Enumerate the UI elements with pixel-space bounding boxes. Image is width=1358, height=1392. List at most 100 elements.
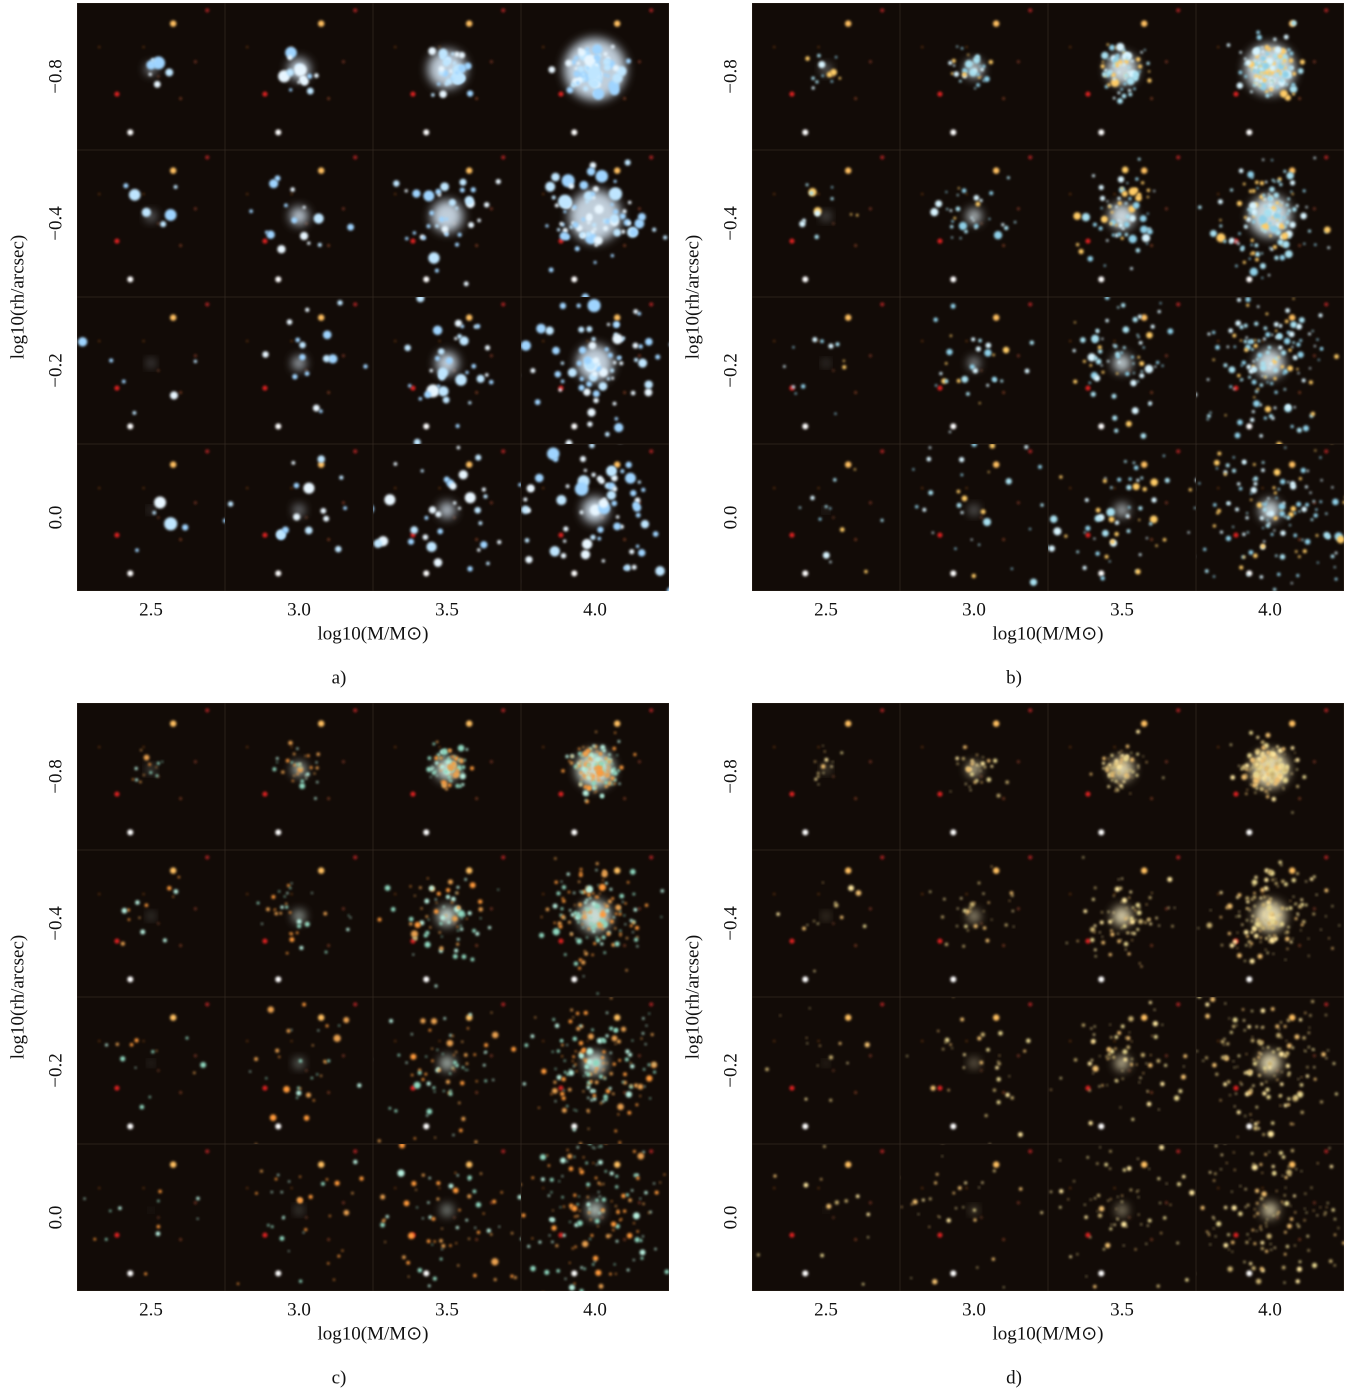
cluster-star <box>182 524 188 530</box>
cluster-star <box>1259 84 1262 87</box>
cluster-star <box>1223 1038 1225 1040</box>
cluster-star <box>1115 1035 1119 1039</box>
cluster-star <box>973 368 978 373</box>
cluster-star <box>457 930 459 932</box>
cluster-star <box>929 446 932 449</box>
cluster-star <box>644 388 652 396</box>
cluster-star <box>553 457 558 462</box>
bg-star <box>290 487 292 489</box>
bg-star <box>114 939 119 944</box>
cluster-star <box>577 1146 579 1148</box>
cluster-star <box>1334 1264 1336 1266</box>
bg-star <box>937 1233 942 1238</box>
cluster-star <box>1301 539 1303 541</box>
cluster-star <box>1277 914 1279 916</box>
cluster-star <box>1099 226 1103 230</box>
cluster-star <box>1289 524 1291 526</box>
cluster-star <box>313 1099 315 1101</box>
cluster-star <box>467 90 473 96</box>
bg-star <box>114 92 119 97</box>
cluster-star <box>615 1205 617 1207</box>
cell-image <box>77 997 225 1144</box>
bg-star <box>832 222 835 225</box>
cluster-star <box>588 342 596 350</box>
cluster-star <box>1295 758 1299 762</box>
cluster-star <box>1126 215 1130 219</box>
cluster-star <box>1272 209 1274 211</box>
cluster-star <box>672 1065 675 1068</box>
bg-star <box>817 46 819 48</box>
cluster-star <box>1284 753 1285 754</box>
cluster-star <box>578 881 580 883</box>
cluster-star <box>1284 69 1286 71</box>
cluster-star <box>1251 487 1257 493</box>
cluster-star <box>617 1113 619 1115</box>
cluster-star <box>408 384 411 387</box>
bg-star <box>1150 944 1153 947</box>
cluster-star <box>1244 57 1247 60</box>
cluster-star <box>1126 57 1129 60</box>
bg-star <box>327 538 330 541</box>
cluster-star <box>524 1043 528 1047</box>
cell-image <box>752 297 900 444</box>
cluster-star <box>636 945 638 947</box>
cluster-star <box>541 916 543 918</box>
cell-image <box>1022 1129 1205 1291</box>
cluster-star <box>1320 1207 1321 1208</box>
cluster-star <box>638 481 641 484</box>
cluster-star <box>1287 926 1290 929</box>
cluster-star <box>1299 1018 1302 1021</box>
cluster-star <box>1313 1210 1315 1212</box>
cluster-star <box>955 1207 957 1209</box>
cluster-star <box>621 1027 626 1032</box>
cluster-star <box>1319 456 1321 458</box>
cluster-star <box>1279 922 1284 927</box>
bg-star <box>1217 340 1219 342</box>
cluster-star <box>819 1045 821 1047</box>
cluster-star <box>573 1194 576 1197</box>
cluster-star <box>1088 1061 1092 1065</box>
cluster-star <box>1283 788 1285 790</box>
cluster-star <box>1107 1200 1109 1202</box>
cluster-star <box>432 1217 436 1221</box>
cluster-star <box>1252 380 1257 385</box>
cluster-star <box>1011 1096 1014 1099</box>
cluster-star <box>1129 235 1137 243</box>
cluster-star <box>592 1263 594 1265</box>
bg-star <box>1298 391 1301 394</box>
cluster-star <box>1226 536 1231 541</box>
cluster-star <box>592 1089 595 1092</box>
cluster-star <box>628 594 637 603</box>
cluster-star <box>609 1087 612 1090</box>
cluster-star <box>558 1180 560 1182</box>
bg-star <box>194 207 197 210</box>
cluster-star <box>1282 1266 1286 1270</box>
cluster-star <box>1296 342 1300 346</box>
cell-bg <box>752 1144 900 1291</box>
cluster-star <box>316 1073 318 1075</box>
cluster-star <box>145 903 149 907</box>
cluster-star <box>1252 189 1256 193</box>
bg-star <box>1128 369 1131 372</box>
cluster-star <box>1249 190 1252 193</box>
cluster-star <box>592 223 596 227</box>
cluster-star <box>1112 415 1117 420</box>
cell-image <box>900 996 1048 1145</box>
cluster-star <box>453 61 457 65</box>
cluster-star <box>1342 1241 1345 1244</box>
cluster-star <box>1243 1261 1245 1263</box>
cluster-star <box>1302 378 1306 382</box>
x-tick-label: 4.0 <box>1258 599 1282 620</box>
cluster-star <box>562 1108 567 1113</box>
cluster-star <box>1129 891 1132 894</box>
cluster-star <box>380 1195 385 1200</box>
cluster-star <box>985 1114 988 1117</box>
cluster-star <box>476 1202 481 1207</box>
cluster-star <box>1304 1219 1306 1221</box>
cluster-star <box>1244 348 1248 352</box>
cluster-star <box>1268 1131 1274 1137</box>
cluster-star <box>1138 1214 1140 1216</box>
cluster-star <box>434 1137 436 1139</box>
cluster-star <box>990 765 993 768</box>
cluster-star <box>1250 244 1252 246</box>
